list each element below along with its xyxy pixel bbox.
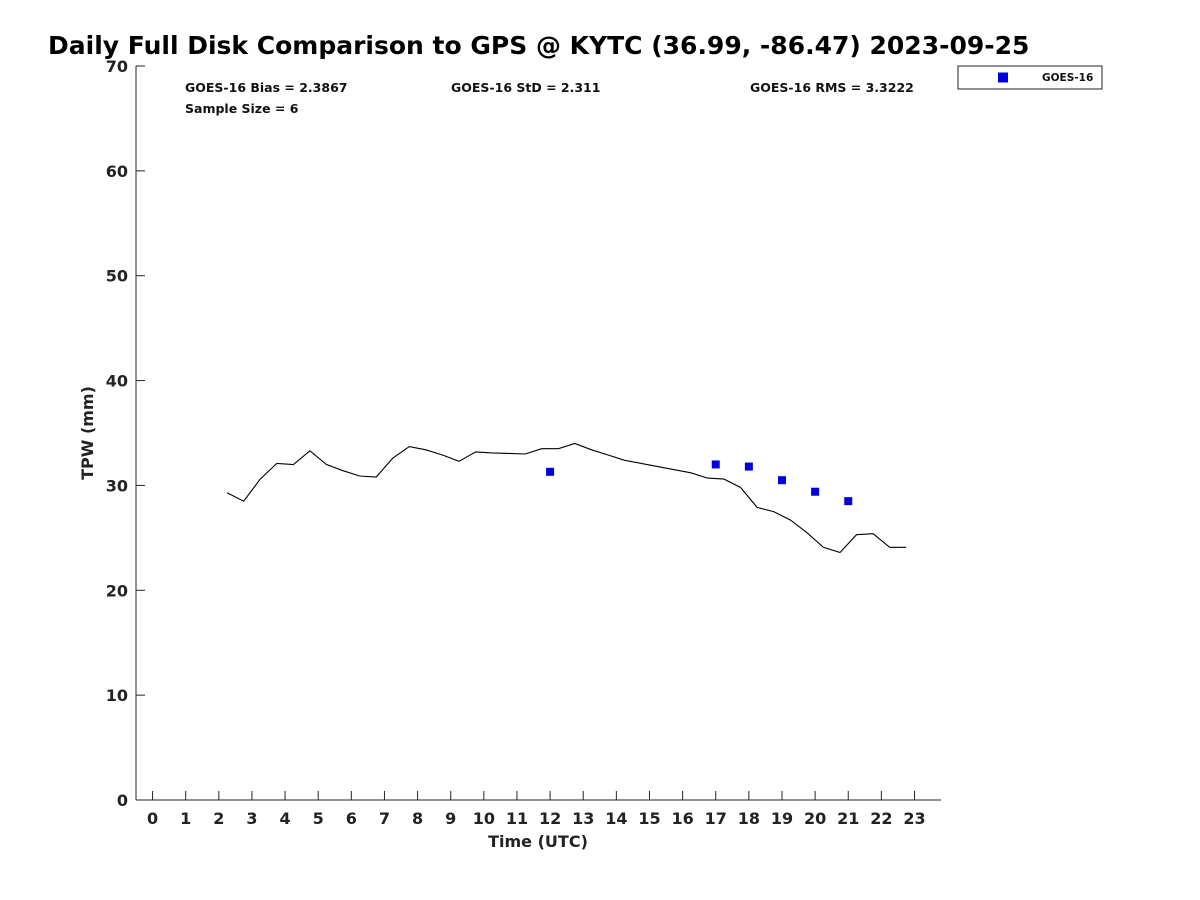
stat-std: GOES-16 StD = 2.311 [451,80,600,95]
y-tick-label: 20 [106,581,128,600]
y-tick-label: 60 [106,162,128,181]
series-layer [226,442,907,554]
x-axis-label: Time (UTC) [488,832,588,851]
x-tick-label: 1 [180,809,191,828]
x-tick-label: 17 [705,809,727,828]
x-tick-label: 22 [870,809,892,828]
x-ticks: 0 1 2 3 4 5 6 7 8 9 10 11 12 13 14 15 16 17 18 19 20 21 22 23 [147,791,926,828]
x-tick-label: 21 [837,809,859,828]
y-tick-label: 50 [106,267,128,286]
legend-box [957,65,1103,90]
x-tick-label: 16 [671,809,693,828]
x-tick-label: 23 [903,809,925,828]
legend-label-goes-16: GOES-16 [1042,72,1093,84]
goes-16-point [744,462,753,471]
stat-bias: GOES-16 Bias = 2.3867 [185,80,347,95]
goes-16-point [711,460,720,469]
x-tick-label: 20 [804,809,826,828]
x-tick-label: 3 [246,809,257,828]
x-tick-label: 4 [280,809,291,828]
stat-rms: GOES-16 RMS = 3.3222 [750,80,914,95]
goes-16-point [546,467,555,476]
y-axis-label: TPW (mm) [78,386,97,480]
y-tick-label: 40 [106,372,128,391]
x-tick-label: 18 [738,809,760,828]
stat-sample-size: Sample Size = 6 [185,101,299,116]
x-tick-label: 14 [605,809,627,828]
chart-title: Daily Full Disk Comparison to GPS @ KYTC… [48,31,1029,60]
x-tick-label: 6 [346,809,357,828]
x-tick-label: 9 [445,809,456,828]
y-ticks: 0 10 20 30 40 50 60 70 [106,57,145,810]
x-tick-label: 12 [539,809,561,828]
y-tick-label: 0 [117,791,128,810]
y-tick-label: 30 [106,476,128,495]
x-tick-label: 19 [771,809,793,828]
y-tick-label: 10 [106,686,128,705]
x-tick-label: 2 [213,809,224,828]
goes-16-point [777,476,786,485]
x-tick-label: 7 [379,809,390,828]
goes-16-point [811,487,820,496]
x-tick-label: 5 [313,809,324,828]
x-tick-label: 8 [412,809,423,828]
x-tick-label: 0 [147,809,158,828]
legend-marker-goes-16 [998,72,1008,83]
axes [135,66,941,801]
x-tick-label: 10 [473,809,495,828]
x-tick-label: 15 [638,809,660,828]
y-tick-label: 70 [106,57,128,76]
gps-tpw-line [226,442,907,554]
x-tick-label: 11 [506,809,528,828]
legend: GOES-16 [957,65,1103,90]
x-tick-label: 13 [572,809,594,828]
goes-16-point [844,497,853,506]
